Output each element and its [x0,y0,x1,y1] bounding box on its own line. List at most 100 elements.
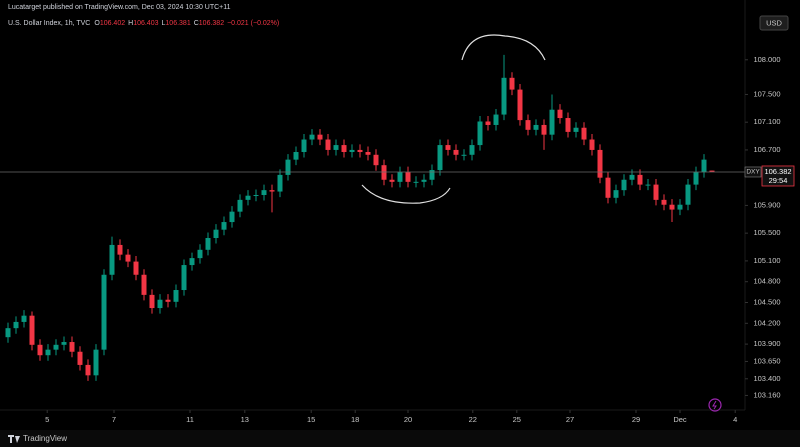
candle-body [349,149,355,153]
candle-body [557,109,563,119]
y-tick-label: 107.500 [753,89,780,98]
candle-body [685,184,691,205]
candle-body [181,265,187,291]
candle-body [173,290,179,302]
candle-body [61,342,67,345]
y-tick-label: 104.800 [753,277,780,286]
candle-body [157,299,163,309]
x-tick-label: 11 [186,415,194,424]
candle-body [565,118,571,132]
candle-body [229,211,235,223]
x-tick-label: 4 [733,415,737,424]
candle-body [541,124,547,135]
candle-body [581,127,587,140]
candle-body [429,170,435,180]
legend: U.S. Dollar Index, 1h, TVC O106.402 H106.4… [8,20,279,27]
candle-body [365,152,371,155]
candle-body [357,149,363,153]
candle-body [653,184,659,200]
change: −0.021 (−0.02%) [227,20,279,27]
candle-body [677,204,683,210]
candle-body [413,181,419,183]
candle-body [13,321,19,329]
y-tick-label: 103.160 [753,390,780,399]
candle-body [101,274,107,350]
price-tag-label: 106.382 [764,167,791,176]
x-tick-label: 29 [632,415,640,424]
candle-body [21,315,27,322]
candle-body [53,344,59,350]
y-tick-label: 105.100 [753,256,780,265]
annotation-arc [361,184,451,204]
y-tick-label: 104.200 [753,318,780,327]
footer [0,430,800,447]
candle-body [29,315,35,345]
candle-body [37,344,43,356]
candle-body [645,184,651,186]
candle-body [253,195,259,197]
y-tick-label: 104.500 [753,297,780,306]
ohlc-value: 106.382 [199,20,224,27]
candle-body [661,199,667,205]
ohlc-value: 106.403 [133,20,158,27]
plot [0,54,745,381]
x-tick-label: 25 [513,415,521,424]
candle-body [125,254,131,262]
candle-body [373,154,379,166]
candle-body [197,249,203,259]
x-tick-label: 13 [241,415,249,424]
event-icon-bolt [712,400,717,410]
brand: TradingView [23,434,67,443]
currency[interactable]: USD [766,18,782,27]
symbol: U.S. Dollar Index, 1h, TVC [8,20,90,27]
candle-body [597,149,603,178]
candle-body [189,258,195,266]
candle-body [285,159,291,175]
x-tick-label: 7 [112,415,116,424]
candle-body [405,172,411,182]
candle-body [533,124,539,130]
candle-body [269,190,275,192]
candle-body [605,177,611,198]
ohlc-key: L [162,20,166,27]
candle-body [709,170,715,172]
candle-body [317,134,323,140]
x-tick-label: 5 [45,415,49,424]
candle-body [5,328,11,338]
candle-body [573,127,579,132]
candle-body [213,229,219,239]
candle-body [341,145,347,153]
candle-body [493,114,499,125]
candle-body [693,172,699,185]
candle-body [669,204,675,210]
event-icon[interactable] [708,398,722,412]
candle-body [445,145,451,150]
x-tick-label: 18 [351,415,359,424]
candle-body [85,364,91,376]
candle-body [45,349,51,356]
candle-body [621,179,627,191]
x-tick-label: 20 [404,415,412,424]
candle-body [381,165,387,180]
candle-body [245,195,251,200]
candle-body [109,244,115,275]
y-tick-label: 103.650 [753,356,780,365]
candle-body [309,134,315,140]
ohlc-key: H [128,20,133,27]
candle-body [301,139,307,153]
candle-body [133,261,139,275]
ohlc-key: C [194,20,199,27]
candle-body [237,199,243,212]
annotation-arc [461,34,546,61]
symbol-tag [744,166,762,178]
candle-body [165,299,171,302]
y-tick-label: 105.500 [753,228,780,237]
candle-body [509,77,515,90]
candle-body [93,349,99,376]
candle-body [453,149,459,155]
currency-button[interactable] [759,15,789,31]
candle-body [261,190,267,196]
candle-body [205,238,211,250]
candle-body [637,174,643,185]
candle-body [69,342,75,352]
